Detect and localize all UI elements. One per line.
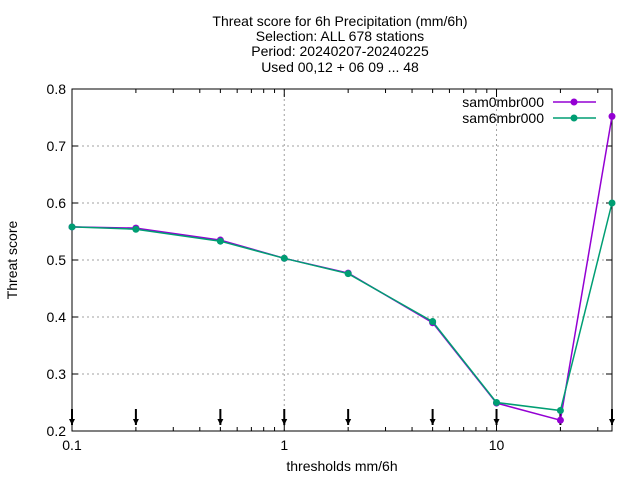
series-layer [68,112,616,424]
data-point [132,225,140,233]
y-axis-label: Threat score [4,220,20,299]
chart-title-line: Threat score for 6h Precipitation (mm/6h… [212,13,467,29]
data-point [556,406,564,414]
x-tick-label: 10 [489,437,505,453]
chart-title: Threat score for 6h Precipitation (mm/6h… [212,13,467,75]
chart-title-line: Period: 20240207-20240225 [251,43,429,59]
threshold-marker-arrow [132,419,139,425]
legend-marker [570,98,578,106]
legend-label: sam6mbr000 [462,110,544,126]
y-tick-label: 0.6 [47,195,67,211]
data-point [429,318,437,326]
x-tick-label: 0.1 [62,437,82,453]
data-point [556,416,564,424]
threshold-marker-arrow [345,419,352,425]
grid-lines [72,89,612,431]
y-tick-label: 0.2 [47,423,67,439]
series-line [71,202,613,412]
threshold-marker-arrow [493,419,500,425]
data-point [344,270,352,278]
y-tick-label: 0.8 [47,81,67,97]
data-point [280,254,288,262]
threshold-marker-arrow [217,419,224,425]
axis-ticks: 0.2 0.3 0.4 0.5 0.6 0.7 0.8 0.1 1 10 [47,81,615,453]
x-axis-label: thresholds mm/6h [286,458,397,474]
data-point [216,237,224,245]
threshold-marker-arrow [281,419,288,425]
data-point [493,399,501,406]
threshold-marker-arrow [429,419,436,425]
chart-title-line: Used 00,12 + 06 09 ... 48 [261,59,419,75]
legend-label: sam0mbr000 [462,94,544,110]
data-point [608,112,616,120]
y-tick-label: 0.3 [47,366,67,382]
y-tick-label: 0.7 [47,138,67,154]
y-tick-label: 0.4 [47,309,67,325]
x-tick-label: 1 [280,437,288,453]
series-line [71,116,613,422]
legend-marker [570,114,578,122]
data-point [608,199,616,207]
data-point [68,223,76,231]
chart-title-line: Selection: ALL 678 stations [256,28,424,44]
y-tick-label: 0.5 [47,252,67,268]
plot-border [71,88,613,432]
